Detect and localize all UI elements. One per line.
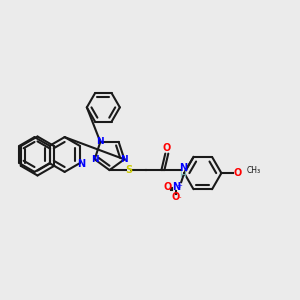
Text: +: + xyxy=(177,183,183,189)
Text: N: N xyxy=(77,159,85,169)
Text: S: S xyxy=(125,165,132,175)
Text: -: - xyxy=(178,195,181,201)
Text: H: H xyxy=(179,171,186,180)
Text: N: N xyxy=(121,155,128,164)
Text: O: O xyxy=(164,182,172,193)
Text: O: O xyxy=(172,191,180,202)
Text: O: O xyxy=(234,168,242,178)
Text: CH₃: CH₃ xyxy=(247,166,261,175)
Text: N: N xyxy=(97,137,104,146)
Text: N: N xyxy=(178,163,187,173)
Text: N: N xyxy=(91,155,98,164)
Text: N: N xyxy=(172,182,180,193)
Text: O: O xyxy=(163,143,171,153)
